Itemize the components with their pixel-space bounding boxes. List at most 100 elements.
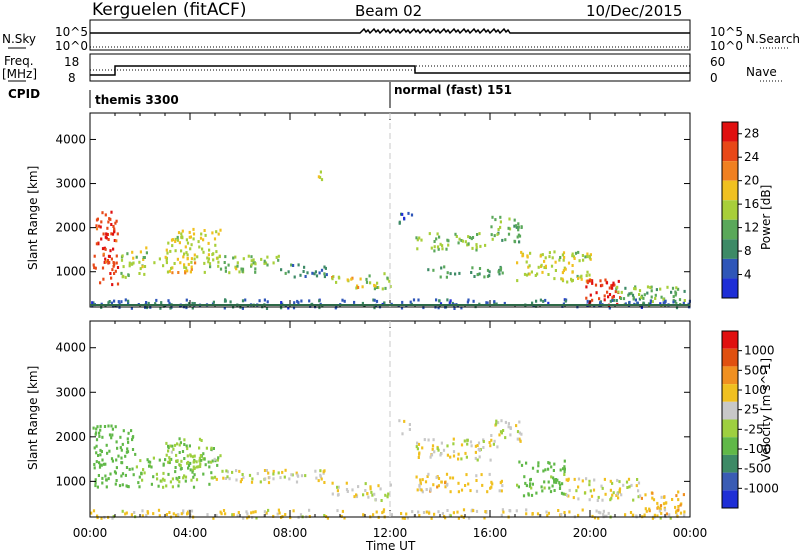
velocity-cell <box>484 510 487 514</box>
velocity-colorbar-tick-label: 100 <box>744 383 767 397</box>
velocity-cell <box>451 476 455 480</box>
velocity-cell <box>210 476 213 480</box>
velocity-cell <box>592 488 596 492</box>
velocity-cell <box>125 511 128 515</box>
freq-tick-top: 18 <box>64 55 80 69</box>
velocity-cell <box>198 456 201 460</box>
velocity-cell <box>191 468 195 472</box>
power-cell <box>142 256 145 259</box>
power-cell <box>516 261 519 265</box>
power-cell <box>127 274 130 277</box>
velocity-cell <box>417 442 421 446</box>
velocity-cell <box>544 468 547 472</box>
power-colorbar-swatch <box>722 122 738 142</box>
velocity-cell <box>457 481 460 485</box>
power-cell <box>383 301 386 305</box>
power-cell <box>93 254 96 258</box>
velocity-cell <box>486 490 489 494</box>
power-ytick-label: 4000 <box>55 132 86 146</box>
velocity-cell <box>109 472 112 476</box>
velocity-cell <box>207 460 210 464</box>
power-cell <box>158 257 161 261</box>
power-cell <box>107 301 110 305</box>
velocity-cell <box>161 477 165 481</box>
power-cell <box>650 289 653 293</box>
power-cell <box>560 277 563 281</box>
power-cell <box>293 275 296 279</box>
velocity-cell <box>178 443 181 447</box>
velocity-cell <box>125 466 129 469</box>
power-cell <box>486 268 490 272</box>
power-cell <box>126 252 129 256</box>
power-cell <box>224 269 227 273</box>
velocity-cell <box>472 509 475 513</box>
nsearch-tick-bottom: 10^0 <box>710 39 743 53</box>
velocity-cell <box>509 426 512 430</box>
velocity-ytick-label: 2000 <box>55 430 86 444</box>
velocity-cell <box>421 490 424 494</box>
velocity-cell <box>120 474 123 478</box>
power-cell <box>599 301 602 305</box>
velocity-cell <box>263 514 266 518</box>
power-cell <box>455 235 458 238</box>
velocity-cell <box>169 480 172 484</box>
velocity-cell <box>355 493 358 497</box>
velocity-cell <box>167 460 170 464</box>
velocity-cell <box>127 485 130 489</box>
power-cell <box>654 293 657 297</box>
velocity-cell <box>341 509 344 513</box>
velocity-cell <box>216 458 219 462</box>
power-cell <box>115 239 118 243</box>
velocity-cell <box>677 490 680 494</box>
power-cell <box>445 247 448 251</box>
velocity-cell <box>345 481 348 485</box>
power-cell <box>586 252 589 256</box>
velocity-cell <box>121 483 124 487</box>
velocity-cell <box>440 480 443 484</box>
power-cell <box>467 298 470 302</box>
velocity-cell <box>362 493 365 497</box>
velocity-cell <box>643 513 646 517</box>
velocity-cell <box>553 478 556 482</box>
power-cell <box>109 272 112 275</box>
velocity-cell <box>200 458 203 462</box>
power-cell <box>296 299 299 303</box>
power-cell <box>190 267 193 271</box>
velocity-cell <box>602 509 605 513</box>
velocity-cell <box>322 471 325 475</box>
velocity-cell <box>401 432 404 436</box>
velocity-cell <box>224 477 227 480</box>
power-cell <box>520 225 523 229</box>
velocity-cell <box>625 480 629 484</box>
velocity-cell <box>163 478 166 482</box>
velocity-ytick-label: 4000 <box>55 341 86 355</box>
velocity-cell <box>548 486 551 490</box>
power-cell <box>165 256 168 260</box>
power-cell <box>422 306 425 310</box>
power-cell <box>660 295 663 299</box>
power-cell <box>675 306 679 310</box>
power-cell <box>633 287 636 291</box>
power-cell <box>131 250 134 254</box>
power-cell <box>628 292 631 296</box>
power-cell <box>115 219 118 223</box>
power-cell <box>179 261 182 265</box>
velocity-cell <box>175 453 178 457</box>
velocity-cell <box>127 431 130 435</box>
power-cell <box>215 230 218 234</box>
power-cell <box>401 212 404 216</box>
velocity-cell <box>168 456 171 460</box>
power-cell <box>374 284 377 288</box>
velocity-colorbar-swatch <box>722 437 738 455</box>
velocity-cell <box>101 481 104 485</box>
power-cell <box>490 233 493 237</box>
velocity-cell <box>476 444 479 447</box>
velocity-cell <box>101 458 104 462</box>
power-cell <box>562 251 566 255</box>
power-cell <box>589 253 592 257</box>
velocity-cell <box>563 467 566 471</box>
power-cell <box>499 267 503 270</box>
power-cell <box>467 235 470 239</box>
velocity-cell <box>104 462 107 466</box>
velocity-cell <box>319 473 322 477</box>
